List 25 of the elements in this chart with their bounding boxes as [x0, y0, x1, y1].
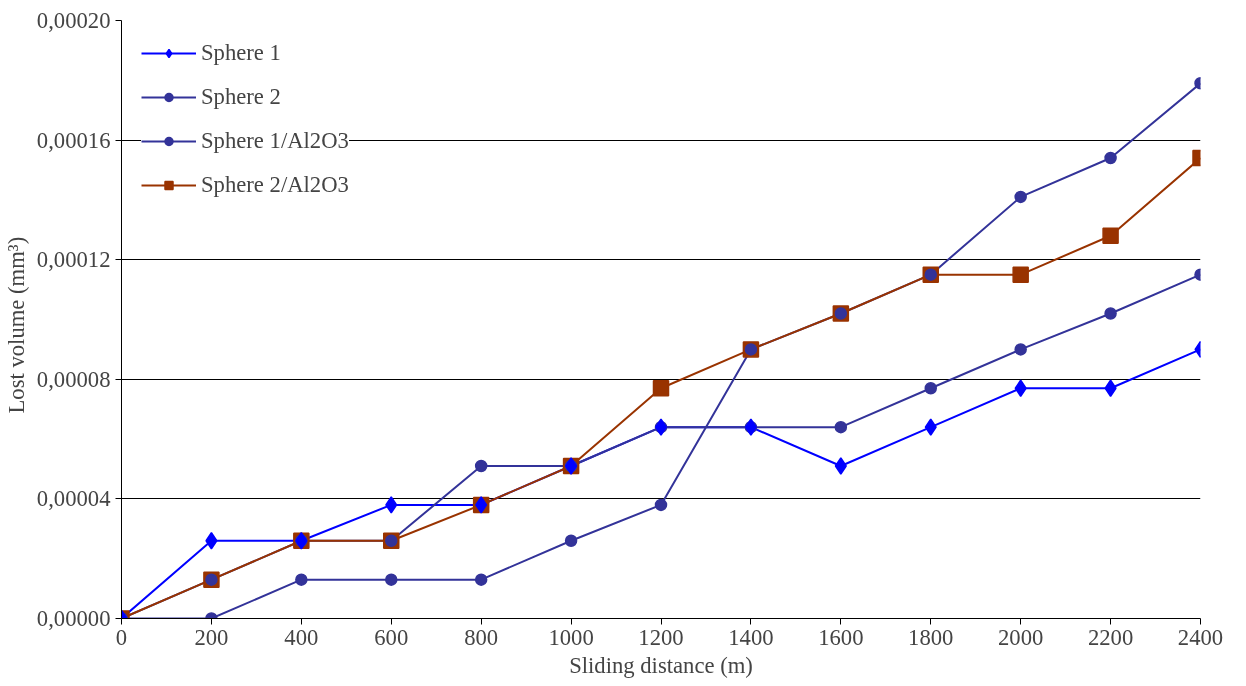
legend-label: Sphere 2/Al2O3	[201, 172, 349, 198]
legend-label: Sphere 1	[201, 40, 281, 66]
y-tick-label: 0,00000	[36, 606, 111, 631]
legend-label: Sphere 2	[201, 84, 281, 110]
x-tick-label: 2000	[998, 624, 1044, 650]
x-tick-label: 2200	[1087, 624, 1134, 650]
y-tick-label: 0,00012	[36, 247, 111, 273]
y-tick-label: 0,00004	[36, 486, 111, 512]
x-axis-title: Sliding distance (m)	[569, 652, 753, 678]
x-tick-label: 1400	[728, 624, 774, 650]
x-tick-label: 0	[115, 624, 128, 650]
x-tick-label: 1600	[818, 624, 864, 650]
y-axis-title: Lost volume (mm³)	[3, 236, 29, 414]
y-tick-label: 0,00008	[36, 366, 111, 392]
y-tick-label: 0,00016	[36, 127, 111, 153]
x-tick-label: 400	[284, 624, 319, 650]
y-tick-label: 0,00020	[36, 8, 111, 33]
x-tick-label: 200	[194, 624, 229, 650]
x-tick-label: 600	[374, 624, 409, 650]
x-tick-label: 1200	[638, 624, 684, 650]
legend-label: Sphere 1/Al2O3	[201, 128, 349, 154]
x-tick-label: 1000	[548, 624, 594, 650]
x-tick-label: 2400	[1177, 624, 1224, 650]
x-tick-label: 800	[464, 624, 499, 650]
x-tick-label: 1800	[908, 624, 954, 650]
